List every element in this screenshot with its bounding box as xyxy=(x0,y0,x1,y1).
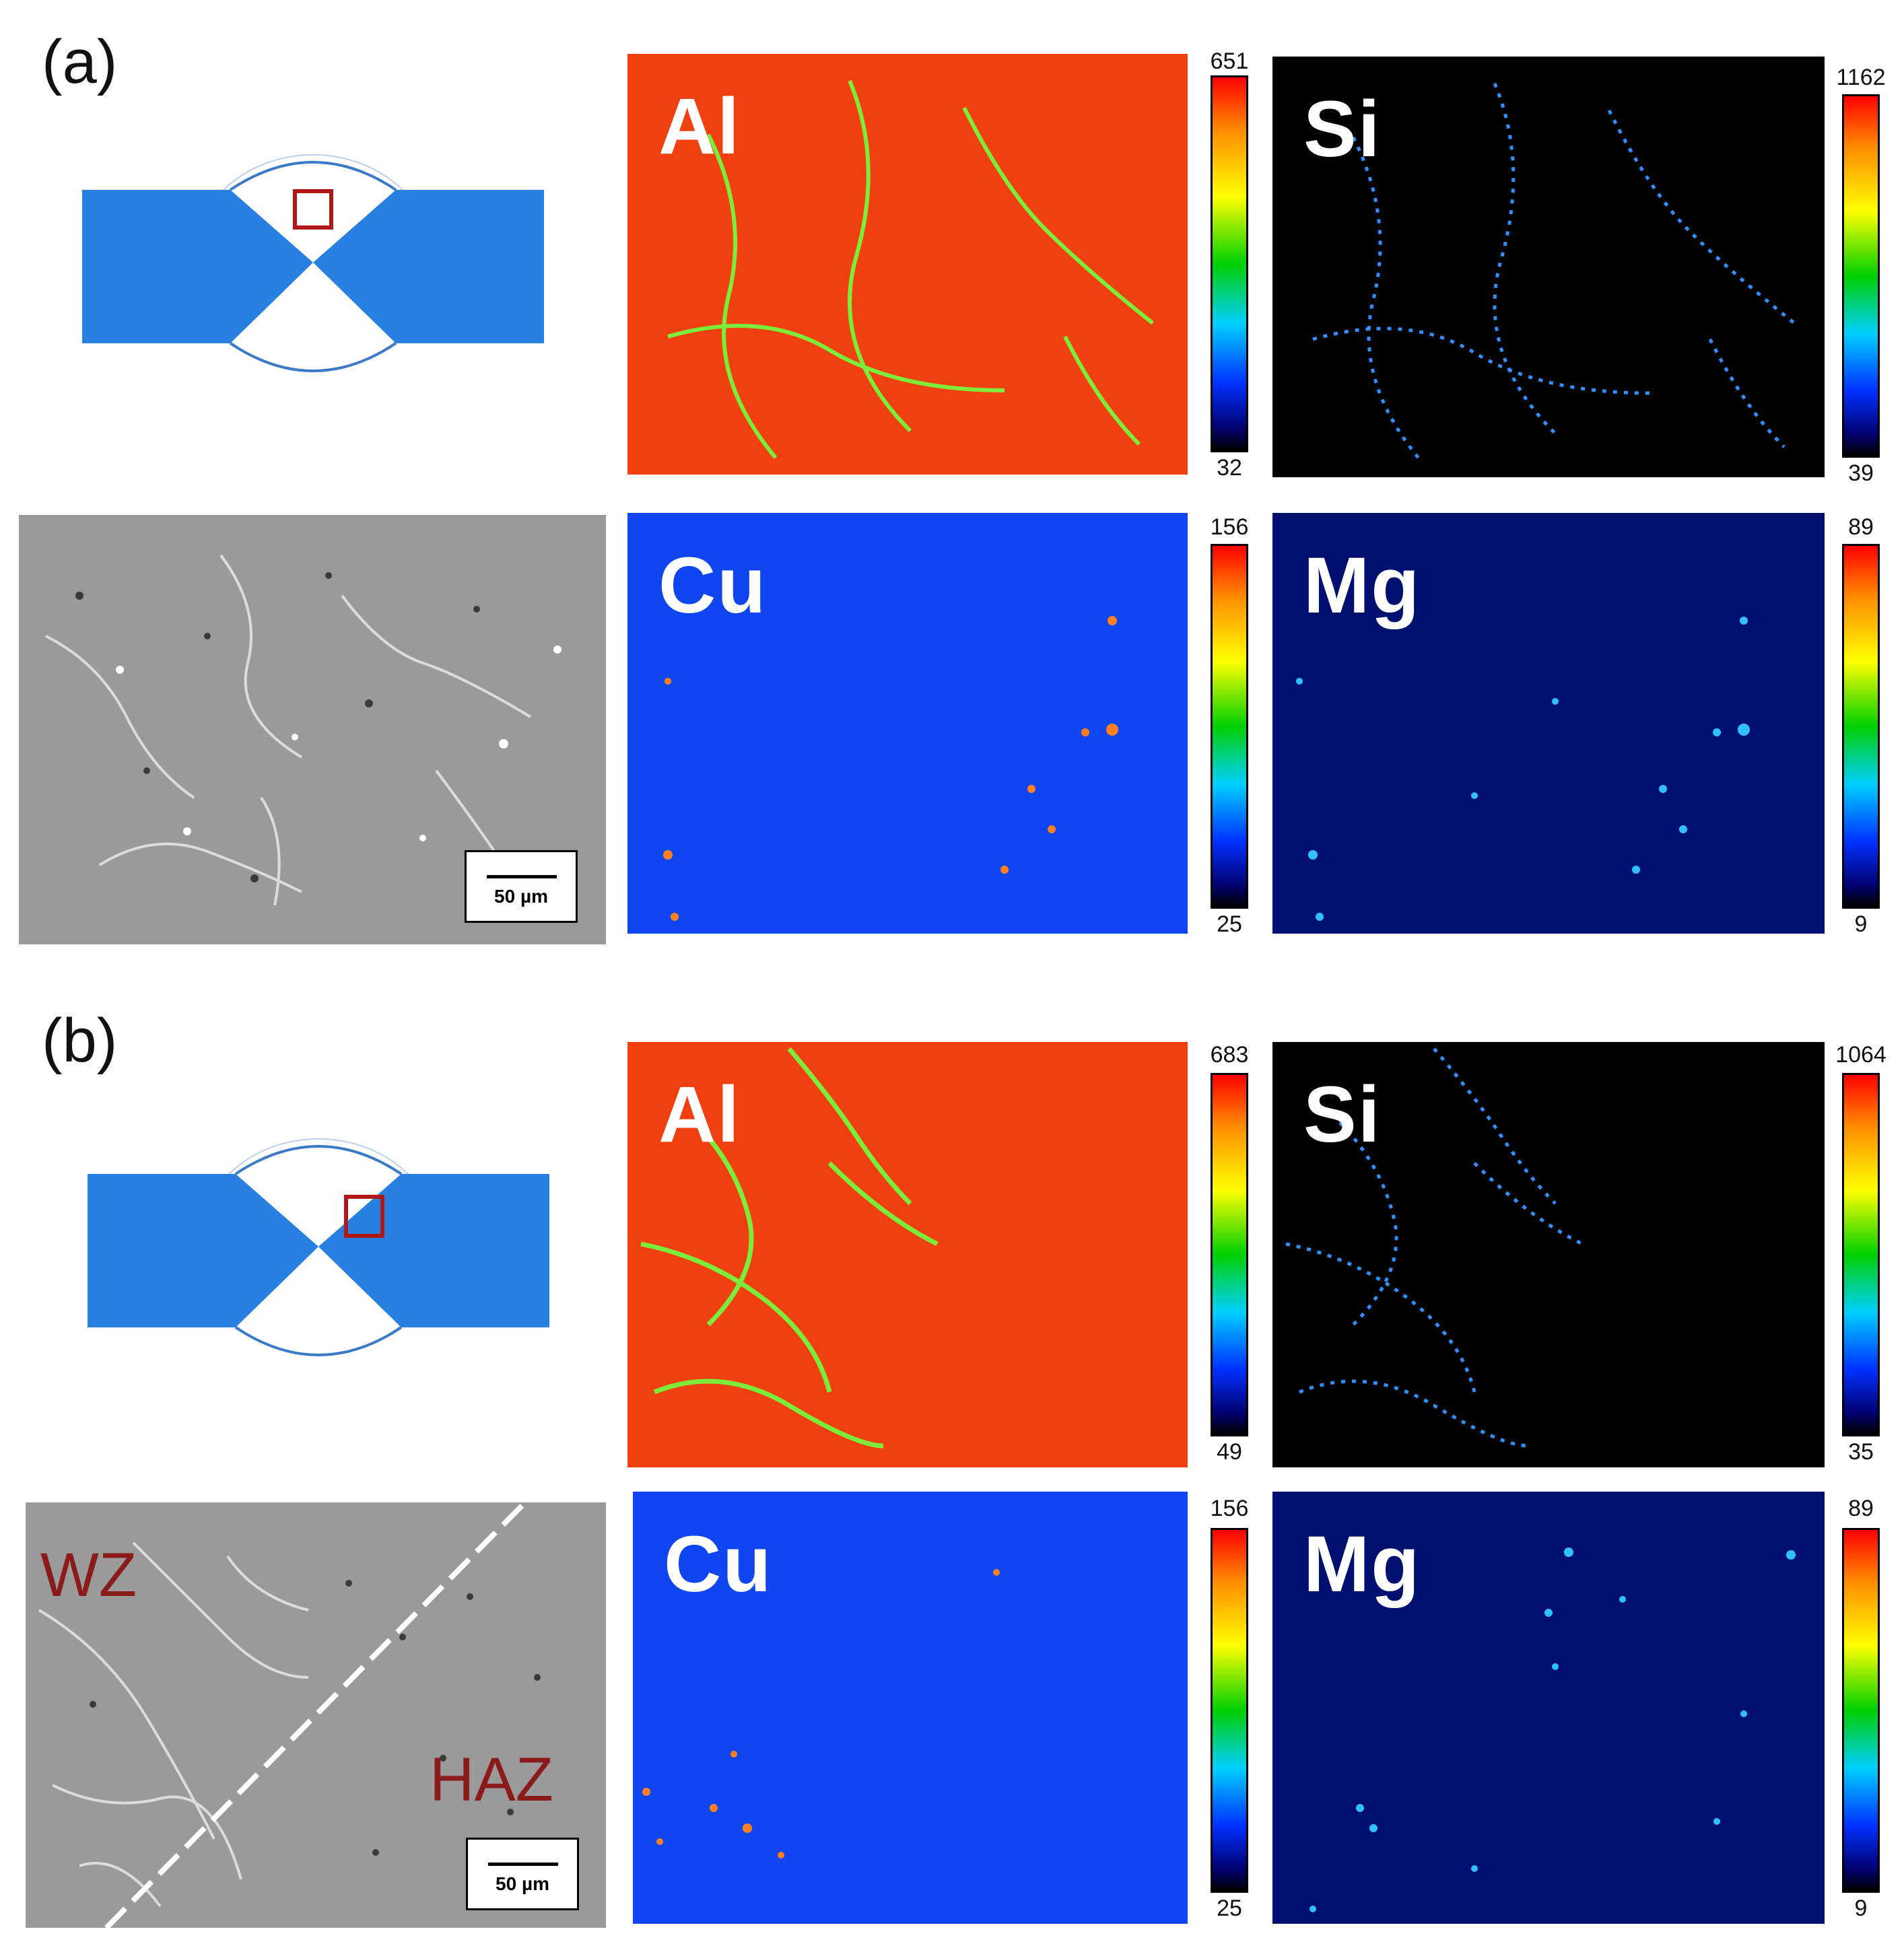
si-map-b: Si xyxy=(1272,1042,1825,1467)
panel-a-label: (a) xyxy=(42,28,118,96)
si-map-a: Si xyxy=(1272,57,1825,477)
colorbar-max-cu-b: 156 xyxy=(1210,1496,1249,1521)
scale-bar-a xyxy=(487,875,557,878)
element-label-al-a: Al xyxy=(658,82,741,171)
element-label-al-b: Al xyxy=(658,1070,741,1159)
sem-texture-a xyxy=(45,554,562,906)
colorbar-al-a xyxy=(1211,75,1248,452)
cu-map-b: Cu xyxy=(633,1492,1188,1924)
sem-micrograph-a: 50 µm xyxy=(19,515,606,944)
si-map-b-texture xyxy=(1272,1042,1825,1467)
colorbar-min-mg-b: 9 xyxy=(1854,1895,1868,1921)
scale-bar-box-a: 50 µm xyxy=(465,850,578,923)
element-label-cu-b: Cu xyxy=(664,1520,773,1609)
scale-label-a: 50 µm xyxy=(494,886,548,907)
scale-bar-box-b: 50 µm xyxy=(466,1838,579,1910)
colorbar-min-mg-a: 9 xyxy=(1854,911,1868,937)
element-label-si-b: Si xyxy=(1303,1070,1382,1159)
sem-texture-b xyxy=(38,1502,568,1928)
colorbar-min-si-a: 39 xyxy=(1848,460,1874,486)
cu-map-a-texture xyxy=(627,513,1188,934)
colorbar-cu-b xyxy=(1211,1528,1248,1893)
sem-micrograph-b: WZ HAZ 50 µm xyxy=(26,1502,606,1928)
colorbar-max-al-a: 651 xyxy=(1210,48,1249,74)
colorbar-al-b xyxy=(1211,1073,1248,1436)
mg-map-a-texture xyxy=(1272,513,1825,934)
colorbar-min-cu-a: 25 xyxy=(1217,911,1242,937)
mg-map-b-texture xyxy=(1272,1492,1825,1924)
colorbar-max-si-a: 1162 xyxy=(1836,65,1886,90)
mg-map-a: Mg xyxy=(1272,513,1825,934)
colorbar-max-al-b: 683 xyxy=(1210,1042,1249,1068)
colorbar-si-b xyxy=(1842,1073,1880,1436)
colorbar-mg-b xyxy=(1842,1528,1880,1893)
element-label-mg-a: Mg xyxy=(1303,541,1421,630)
element-label-cu-a: Cu xyxy=(658,541,768,630)
colorbar-min-al-a: 32 xyxy=(1217,455,1242,481)
colorbar-max-mg-b: 89 xyxy=(1848,1496,1874,1521)
colorbar-max-si-b: 1064 xyxy=(1835,1042,1886,1068)
colorbar-cu-a xyxy=(1211,544,1248,909)
weld-schematic-a xyxy=(82,154,544,372)
al-map-b-texture xyxy=(627,1042,1188,1467)
mg-map-b: Mg xyxy=(1272,1492,1825,1924)
scale-bar-b xyxy=(488,1863,558,1866)
si-map-a-texture xyxy=(1272,57,1825,477)
colorbar-min-cu-b: 25 xyxy=(1217,1895,1242,1921)
al-map-a: Al xyxy=(627,54,1188,475)
element-label-si-a: Si xyxy=(1303,85,1382,174)
element-label-mg-b: Mg xyxy=(1303,1520,1421,1609)
cu-map-a: Cu xyxy=(627,513,1188,934)
al-map-b: Al xyxy=(627,1042,1188,1467)
al-map-a-texture xyxy=(627,54,1188,475)
zone-label-wz: WZ xyxy=(40,1541,137,1609)
panel-b-label: (b) xyxy=(42,1006,118,1075)
cu-map-b-texture xyxy=(633,1492,1188,1924)
colorbar-min-al-b: 49 xyxy=(1217,1439,1242,1465)
zone-label-haz: HAZ xyxy=(430,1745,553,1814)
colorbar-si-a xyxy=(1842,94,1880,458)
colorbar-max-mg-a: 89 xyxy=(1848,514,1874,540)
weld-schematic-b xyxy=(88,1138,549,1356)
colorbar-max-cu-a: 156 xyxy=(1210,514,1249,540)
colorbar-mg-a xyxy=(1842,544,1880,909)
colorbar-min-si-b: 35 xyxy=(1848,1439,1874,1465)
scale-label-b: 50 µm xyxy=(496,1873,549,1894)
